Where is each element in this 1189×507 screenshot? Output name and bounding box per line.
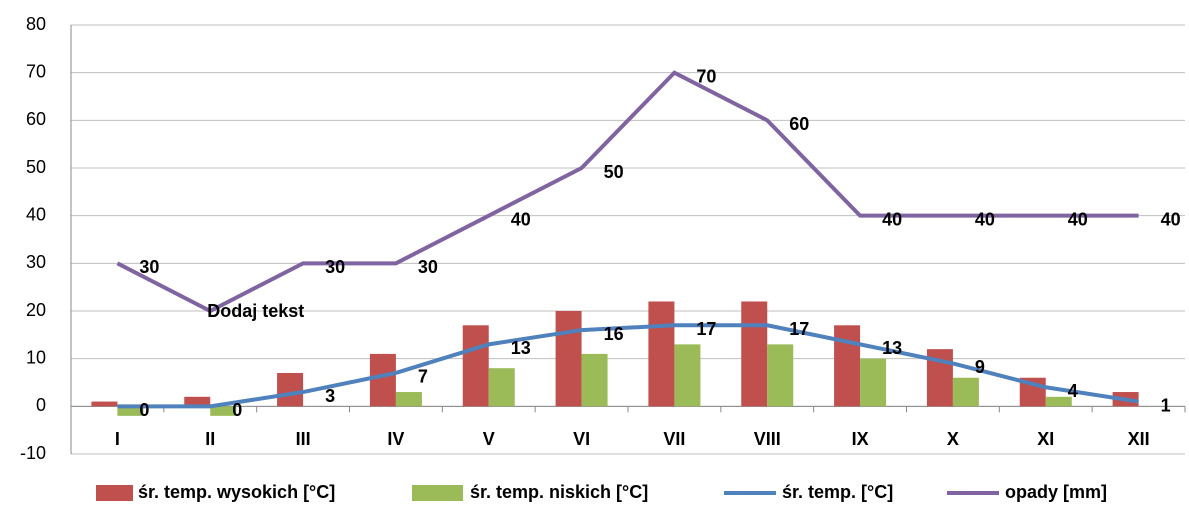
bar <box>91 401 118 407</box>
y-tick-label: 60 <box>26 109 46 129</box>
bar <box>555 311 582 407</box>
x-tick-label: II <box>205 429 215 449</box>
x-tick-label: IV <box>387 429 404 449</box>
bar <box>674 344 701 407</box>
legend-swatch <box>96 485 133 501</box>
bar <box>488 368 515 407</box>
x-tick-label: X <box>947 429 959 449</box>
data-label: 30 <box>325 257 345 277</box>
x-tick-label: XII <box>1128 429 1150 449</box>
data-label: 3 <box>325 386 335 406</box>
y-tick-label: 50 <box>26 157 46 177</box>
data-label: 40 <box>511 209 531 229</box>
x-tick-label: VII <box>663 429 685 449</box>
data-label: 17 <box>696 319 716 339</box>
x-tick-label: IX <box>852 429 869 449</box>
data-label: 13 <box>882 338 902 358</box>
data-label: 50 <box>604 162 624 182</box>
bar <box>860 358 887 407</box>
bar <box>1045 396 1072 407</box>
y-tick-label: 30 <box>26 252 46 272</box>
y-tick-label: 0 <box>36 395 46 415</box>
data-label: 40 <box>1068 209 1088 229</box>
data-label: 1 <box>1161 395 1171 415</box>
data-label: 70 <box>696 66 716 86</box>
data-label: 40 <box>882 209 902 229</box>
data-label: 13 <box>511 338 531 358</box>
bar <box>767 344 794 407</box>
data-label: 17 <box>789 319 809 339</box>
bar <box>648 301 675 407</box>
bar <box>581 353 608 407</box>
bar <box>741 301 768 407</box>
data-label: 40 <box>975 209 995 229</box>
x-tick-label: VI <box>573 429 590 449</box>
legend-label: śr. temp. [°C] <box>782 482 893 502</box>
data-label: 16 <box>604 324 624 344</box>
data-label: 7 <box>418 367 428 387</box>
bar <box>117 406 144 416</box>
bar <box>184 396 211 407</box>
y-tick-label: -10 <box>20 443 46 463</box>
x-tick-label: XI <box>1037 429 1054 449</box>
x-tick-label: I <box>115 429 120 449</box>
data-label: 0 <box>139 400 149 420</box>
x-tick-label: V <box>483 429 495 449</box>
bar <box>395 392 422 407</box>
bar <box>210 406 237 416</box>
x-tick-label: III <box>296 429 311 449</box>
legend-label: śr. temp. niskich [°C] <box>470 482 648 502</box>
bar <box>952 377 979 407</box>
y-tick-label: 70 <box>26 61 46 81</box>
data-label: 9 <box>975 357 985 377</box>
x-tick-label: VIII <box>754 429 781 449</box>
data-label: 4 <box>1068 381 1078 401</box>
data-label: 0 <box>232 400 242 420</box>
legend-label: śr. temp. wysokich [°C] <box>138 482 335 502</box>
y-tick-label: 80 <box>26 14 46 34</box>
y-tick-label: 40 <box>26 204 46 224</box>
bar <box>462 325 489 407</box>
data-label: 60 <box>789 114 809 134</box>
bar <box>834 325 861 407</box>
legend-label: opady [mm] <box>1005 482 1107 502</box>
data-label: 30 <box>139 257 159 277</box>
bar <box>277 372 304 407</box>
legend-swatch <box>412 485 463 501</box>
y-tick-label: 10 <box>26 347 46 367</box>
bar <box>369 353 396 407</box>
data-label: 30 <box>418 257 438 277</box>
data-label: 40 <box>1161 209 1181 229</box>
line <box>116 70 1139 314</box>
line <box>117 323 1139 409</box>
y-tick-label: 20 <box>26 300 46 320</box>
annotation: Dodaj tekst <box>207 301 304 321</box>
